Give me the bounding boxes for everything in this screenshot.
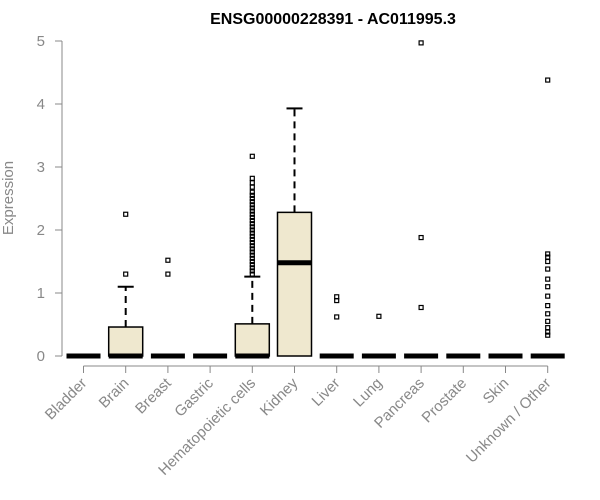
y-tick-label: 1 xyxy=(37,285,45,302)
outlier-point xyxy=(249,236,255,243)
x-tick-label: Brain xyxy=(96,375,133,412)
outlier-point xyxy=(249,214,255,220)
chart-title: ENSG00000228391 - AC011995.3 xyxy=(210,11,456,28)
outlier-point xyxy=(249,205,255,211)
x-tick-label: Prostate xyxy=(419,375,471,427)
x-tick-label: Lung xyxy=(350,375,386,411)
outlier-point xyxy=(249,258,255,265)
outlier-point xyxy=(249,153,255,159)
outlier-point xyxy=(545,258,551,265)
outlier-point xyxy=(545,325,551,331)
outlier-point xyxy=(249,233,255,239)
outlier-point xyxy=(249,192,255,198)
x-tick-label: Breast xyxy=(132,374,175,417)
outlier-point xyxy=(249,189,255,195)
y-tick-label: 2 xyxy=(37,222,45,239)
outlier-point xyxy=(249,175,255,181)
y-axis: 0 1 2 3 4 5 xyxy=(37,33,63,365)
outlier-point xyxy=(123,211,129,217)
outlier-point xyxy=(249,224,255,230)
outlier-point xyxy=(545,276,551,282)
outlier-point xyxy=(165,271,171,277)
outlier-point xyxy=(418,304,424,311)
y-tick-label: 4 xyxy=(37,96,45,113)
y-tick-label: 5 xyxy=(37,33,45,50)
outlier-point xyxy=(249,227,255,233)
outlier-point xyxy=(249,180,255,186)
outlier-point xyxy=(249,249,255,255)
outlier-point xyxy=(418,40,424,46)
outlier-point xyxy=(165,257,171,263)
outlier-point xyxy=(545,311,551,317)
outlier-point xyxy=(249,184,255,190)
outlier-point xyxy=(545,332,551,338)
box-group xyxy=(150,257,185,359)
outlier-point xyxy=(249,217,255,224)
outlier-point xyxy=(249,199,255,205)
box-group xyxy=(107,211,144,359)
x-tick-label: Liver xyxy=(309,375,344,410)
outlier-point xyxy=(249,268,255,274)
outlier-point xyxy=(249,202,255,208)
box-group xyxy=(319,294,354,359)
box-group xyxy=(404,40,439,359)
x-tick-label: Kidney xyxy=(257,374,302,419)
box-group xyxy=(234,153,271,359)
outlier-point xyxy=(249,255,255,261)
outlier-point xyxy=(545,77,551,83)
outlier-point xyxy=(545,303,551,309)
outlier-point xyxy=(249,243,255,249)
outlier-point xyxy=(249,252,255,258)
outlier-point xyxy=(123,271,129,277)
outlier-point xyxy=(249,230,255,236)
outlier-point xyxy=(249,240,255,246)
outlier-point xyxy=(334,294,340,300)
box-iqr xyxy=(276,211,313,357)
outlier-point xyxy=(545,318,551,324)
y-axis-label: Expression xyxy=(0,161,17,235)
outlier-point xyxy=(249,208,255,214)
outlier-point xyxy=(249,262,255,268)
outlier-point xyxy=(249,195,255,202)
x-tick-label: Skin xyxy=(480,375,513,408)
outlier-point xyxy=(249,221,255,227)
outlier-point xyxy=(545,251,551,257)
box-group xyxy=(361,313,396,359)
outlier-point xyxy=(418,234,424,241)
box-iqr xyxy=(107,326,144,357)
outlier-point xyxy=(376,313,382,319)
outlier-point xyxy=(249,211,255,217)
outlier-point xyxy=(249,246,255,252)
outlier-point xyxy=(334,314,340,320)
outlier-point xyxy=(545,284,551,290)
y-tick-label: 3 xyxy=(37,159,45,176)
outlier-point xyxy=(545,254,551,260)
outlier-point xyxy=(545,293,551,299)
x-tick-label: Bladder xyxy=(42,375,91,424)
outlier-point xyxy=(249,265,255,271)
box-group xyxy=(530,77,565,359)
outlier-point xyxy=(249,271,255,277)
box-group xyxy=(276,107,313,357)
box-series xyxy=(66,40,565,359)
outlier-point xyxy=(545,266,551,272)
box-iqr xyxy=(234,323,271,357)
y-tick-label: 0 xyxy=(37,348,45,365)
